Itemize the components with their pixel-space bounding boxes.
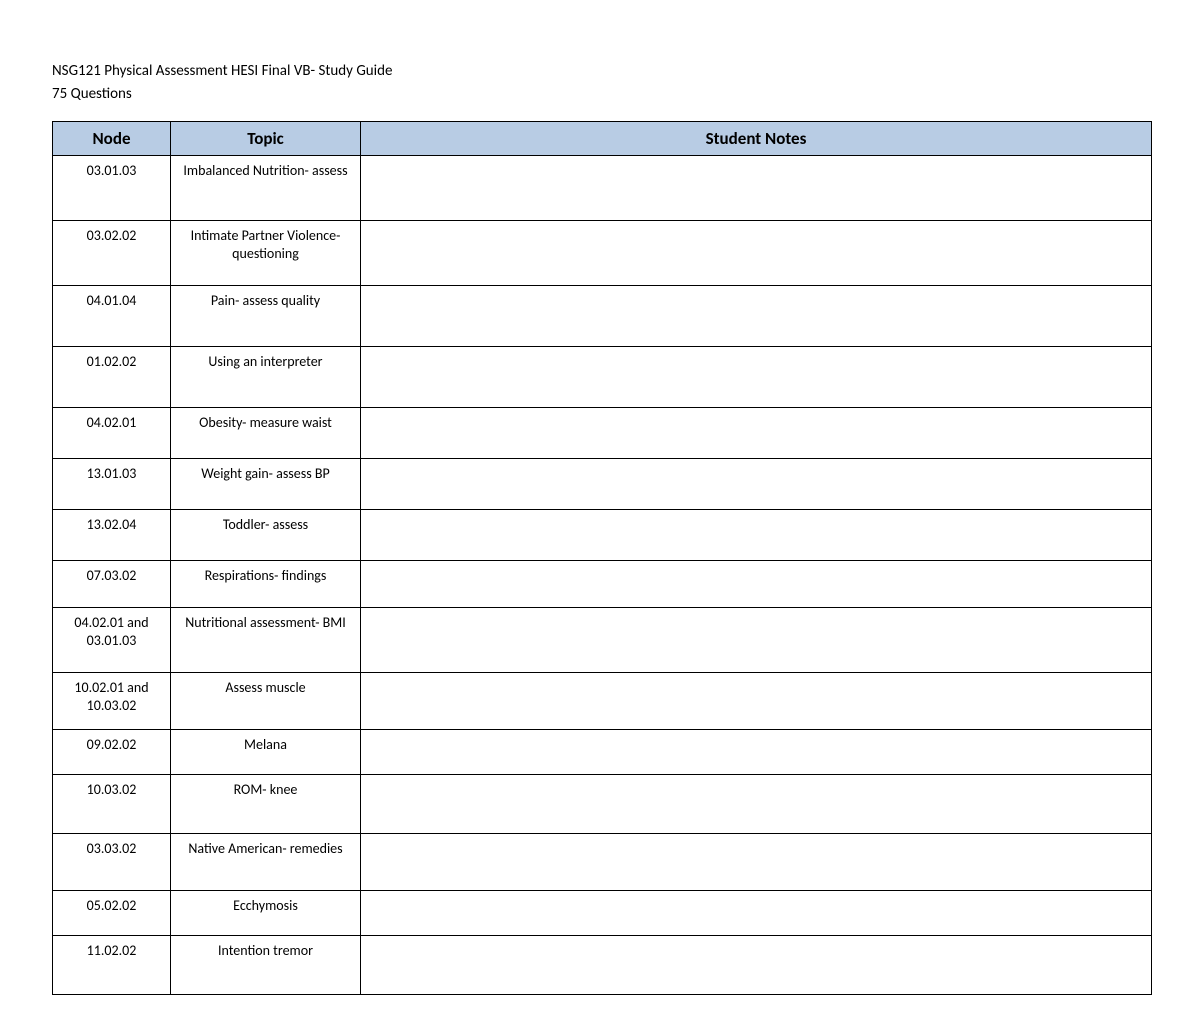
- cell-student-notes: [361, 509, 1152, 560]
- table-row: 11.02.02Intention tremor: [53, 935, 1152, 994]
- cell-student-notes: [361, 672, 1152, 729]
- cell-node: 01.02.02: [53, 346, 171, 407]
- cell-topic: Intention tremor: [171, 935, 361, 994]
- cell-topic: Imbalanced Nutrition- assess: [171, 155, 361, 220]
- table-row: 13.02.04Toddler- assess: [53, 509, 1152, 560]
- cell-node: 05.02.02: [53, 890, 171, 935]
- cell-student-notes: [361, 285, 1152, 346]
- cell-student-notes: [361, 607, 1152, 672]
- cell-topic: Intimate Partner Violence- questioning: [171, 220, 361, 285]
- cell-topic: Ecchymosis: [171, 890, 361, 935]
- cell-node: 04.02.01 and 03.01.03: [53, 607, 171, 672]
- cell-student-notes: [361, 560, 1152, 607]
- cell-topic: Assess muscle: [171, 672, 361, 729]
- cell-topic: Obesity- measure waist: [171, 407, 361, 458]
- cell-node: 11.02.02: [53, 935, 171, 994]
- table-row: 03.02.02Intimate Partner Violence- quest…: [53, 220, 1152, 285]
- study-guide-table: Node Topic Student Notes 03.01.03Imbalan…: [52, 121, 1152, 995]
- table-row: 05.02.02Ecchymosis: [53, 890, 1152, 935]
- table-row: 13.01.03Weight gain- assess BP: [53, 458, 1152, 509]
- col-header-notes: Student Notes: [361, 121, 1152, 155]
- table-row: 04.02.01 and 03.01.03Nutritional assessm…: [53, 607, 1152, 672]
- table-row: 07.03.02Respirations- findings: [53, 560, 1152, 607]
- document-page: NSG121 Physical Assessment HESI Final VB…: [0, 0, 1200, 1035]
- cell-topic: Pain- assess quality: [171, 285, 361, 346]
- cell-topic: Nutritional assessment- BMI: [171, 607, 361, 672]
- table-row: 09.02.02Melana: [53, 729, 1152, 774]
- cell-topic: Melana: [171, 729, 361, 774]
- cell-student-notes: [361, 935, 1152, 994]
- cell-node: 04.01.04: [53, 285, 171, 346]
- cell-topic: Using an interpreter: [171, 346, 361, 407]
- table-row: 10.02.01 and 10.03.02Assess muscle: [53, 672, 1152, 729]
- page-subtitle: 75 Questions: [52, 85, 1152, 103]
- cell-student-notes: [361, 833, 1152, 890]
- cell-student-notes: [361, 890, 1152, 935]
- cell-node: 03.02.02: [53, 220, 171, 285]
- cell-student-notes: [361, 220, 1152, 285]
- cell-node: 13.01.03: [53, 458, 171, 509]
- cell-topic: Weight gain- assess BP: [171, 458, 361, 509]
- table-body: 03.01.03Imbalanced Nutrition- assess03.0…: [53, 155, 1152, 994]
- cell-node: 03.01.03: [53, 155, 171, 220]
- cell-node: 03.03.02: [53, 833, 171, 890]
- cell-topic: ROM- knee: [171, 774, 361, 833]
- cell-student-notes: [361, 729, 1152, 774]
- cell-student-notes: [361, 458, 1152, 509]
- cell-node: 09.02.02: [53, 729, 171, 774]
- cell-node: 07.03.02: [53, 560, 171, 607]
- table-row: 04.01.04Pain- assess quality: [53, 285, 1152, 346]
- table-row: 03.01.03Imbalanced Nutrition- assess: [53, 155, 1152, 220]
- table-header-row: Node Topic Student Notes: [53, 121, 1152, 155]
- cell-topic: Native American- remedies: [171, 833, 361, 890]
- col-header-node: Node: [53, 121, 171, 155]
- table-row: 04.02.01Obesity- measure waist: [53, 407, 1152, 458]
- col-header-topic: Topic: [171, 121, 361, 155]
- cell-node: 10.03.02: [53, 774, 171, 833]
- page-title: NSG121 Physical Assessment HESI Final VB…: [52, 60, 1152, 83]
- cell-node: 13.02.04: [53, 509, 171, 560]
- cell-student-notes: [361, 346, 1152, 407]
- cell-student-notes: [361, 407, 1152, 458]
- cell-topic: Toddler- assess: [171, 509, 361, 560]
- table-row: 10.03.02ROM- knee: [53, 774, 1152, 833]
- cell-node: 04.02.01: [53, 407, 171, 458]
- cell-student-notes: [361, 155, 1152, 220]
- table-row: 01.02.02Using an interpreter: [53, 346, 1152, 407]
- table-row: 03.03.02Native American- remedies: [53, 833, 1152, 890]
- cell-node: 10.02.01 and 10.03.02: [53, 672, 171, 729]
- cell-topic: Respirations- findings: [171, 560, 361, 607]
- cell-student-notes: [361, 774, 1152, 833]
